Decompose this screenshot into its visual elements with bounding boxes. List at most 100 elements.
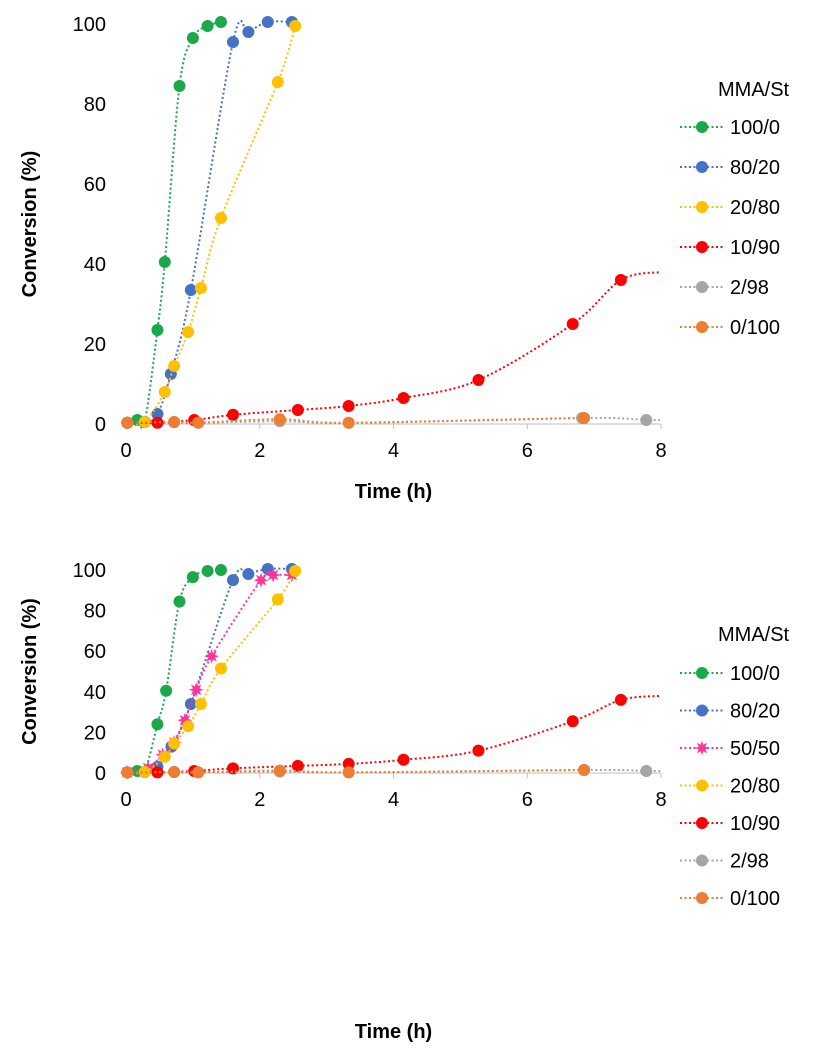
data-point (342, 757, 355, 770)
legend-label: 80/20 (730, 157, 780, 179)
legend-entry: 100/0 (680, 663, 780, 685)
series-line (127, 25, 297, 426)
legend-marker (694, 740, 710, 756)
data-point (273, 764, 286, 777)
data-point (291, 404, 304, 416)
data-point (138, 765, 151, 778)
legend-entry: 100/0 (680, 117, 780, 139)
data-point (151, 766, 164, 779)
x-axis-title: Time (h) (355, 481, 432, 503)
data-point (184, 284, 197, 296)
series-80-20 (121, 562, 298, 779)
legend-entry: 80/20 (680, 701, 780, 723)
data-point (242, 26, 255, 38)
y-tick-label: 60 (84, 641, 106, 663)
data-point (342, 416, 355, 429)
x-tick-label: 8 (655, 789, 666, 811)
x-axis-title: Time (h) (355, 1021, 432, 1043)
x-tick-label: 2 (254, 789, 265, 811)
legend-title: MMA/St (718, 624, 790, 646)
x-tick-label: 2 (254, 440, 265, 462)
legend-label: 80/20 (730, 701, 780, 723)
y-axis-title: Conversion (%) (19, 151, 41, 298)
y-tick-label: 80 (84, 601, 106, 623)
legend-label: 100/0 (730, 663, 780, 685)
legend-entry: 20/80 (680, 776, 780, 798)
legend-entry: 2/98 (680, 277, 769, 299)
x-tick-label: 0 (120, 789, 131, 811)
data-point (192, 766, 205, 779)
legend-label: 0/100 (730, 317, 780, 339)
data-point (168, 360, 181, 372)
series-line (127, 271, 662, 425)
series-10-90 (121, 271, 662, 429)
legend-marker (696, 854, 708, 867)
data-point (271, 76, 284, 88)
data-point (265, 567, 281, 583)
data-point (121, 766, 134, 779)
legend-marker (696, 892, 708, 904)
x-tick-label: 6 (522, 440, 533, 462)
data-point (214, 212, 227, 224)
data-point (186, 32, 199, 44)
legend-label: 10/90 (730, 237, 780, 259)
data-point (342, 400, 355, 412)
data-point (158, 256, 171, 268)
y-tick-label: 60 (84, 174, 106, 196)
data-point (182, 326, 195, 338)
data-point (472, 374, 485, 386)
data-point (242, 568, 255, 581)
data-point (566, 318, 579, 330)
data-point (151, 324, 164, 336)
legend-marker (696, 161, 708, 173)
legend-label: 20/80 (730, 197, 780, 219)
legend-marker (696, 241, 708, 253)
x-tick-label: 4 (388, 789, 399, 811)
data-point (214, 16, 227, 28)
data-point (188, 682, 204, 698)
data-point (640, 764, 653, 777)
data-point (168, 737, 181, 750)
y-tick-label: 80 (84, 94, 106, 116)
series-line (127, 694, 662, 774)
legend-marker (696, 667, 708, 679)
data-point (194, 282, 207, 294)
data-point (138, 416, 151, 428)
data-point (640, 414, 653, 426)
y-tick-label: 0 (95, 414, 106, 436)
data-point (227, 408, 239, 421)
data-point (201, 565, 214, 578)
legend-label: 100/0 (730, 117, 780, 139)
legend-entry: 20/80 (680, 197, 780, 219)
data-point (578, 763, 591, 776)
legend-entry: 0/100 (680, 888, 780, 910)
legend-label: 0/100 (730, 888, 780, 910)
data-point (160, 684, 173, 697)
legend-marker (696, 704, 708, 717)
legend-entry: 10/90 (680, 813, 780, 835)
data-point (204, 648, 220, 664)
data-point (614, 274, 627, 286)
legend-entry: 2/98 (680, 851, 769, 873)
data-point (158, 750, 171, 763)
legend-marker (696, 321, 708, 333)
data-point (214, 564, 227, 576)
data-point (192, 416, 205, 429)
data-point (168, 416, 181, 428)
legend-entry: 0/100 (680, 317, 780, 339)
data-point (578, 412, 591, 424)
legend-entry: 50/50 (680, 738, 780, 760)
data-point (397, 753, 410, 766)
data-point (151, 718, 164, 731)
data-point (194, 697, 207, 710)
data-point (291, 759, 304, 772)
x-tick-label: 8 (655, 440, 666, 462)
legend-marker (696, 779, 708, 792)
data-point (397, 392, 410, 404)
data-point (261, 16, 274, 28)
data-point (151, 416, 164, 429)
data-point (158, 386, 171, 398)
data-point (614, 693, 627, 706)
